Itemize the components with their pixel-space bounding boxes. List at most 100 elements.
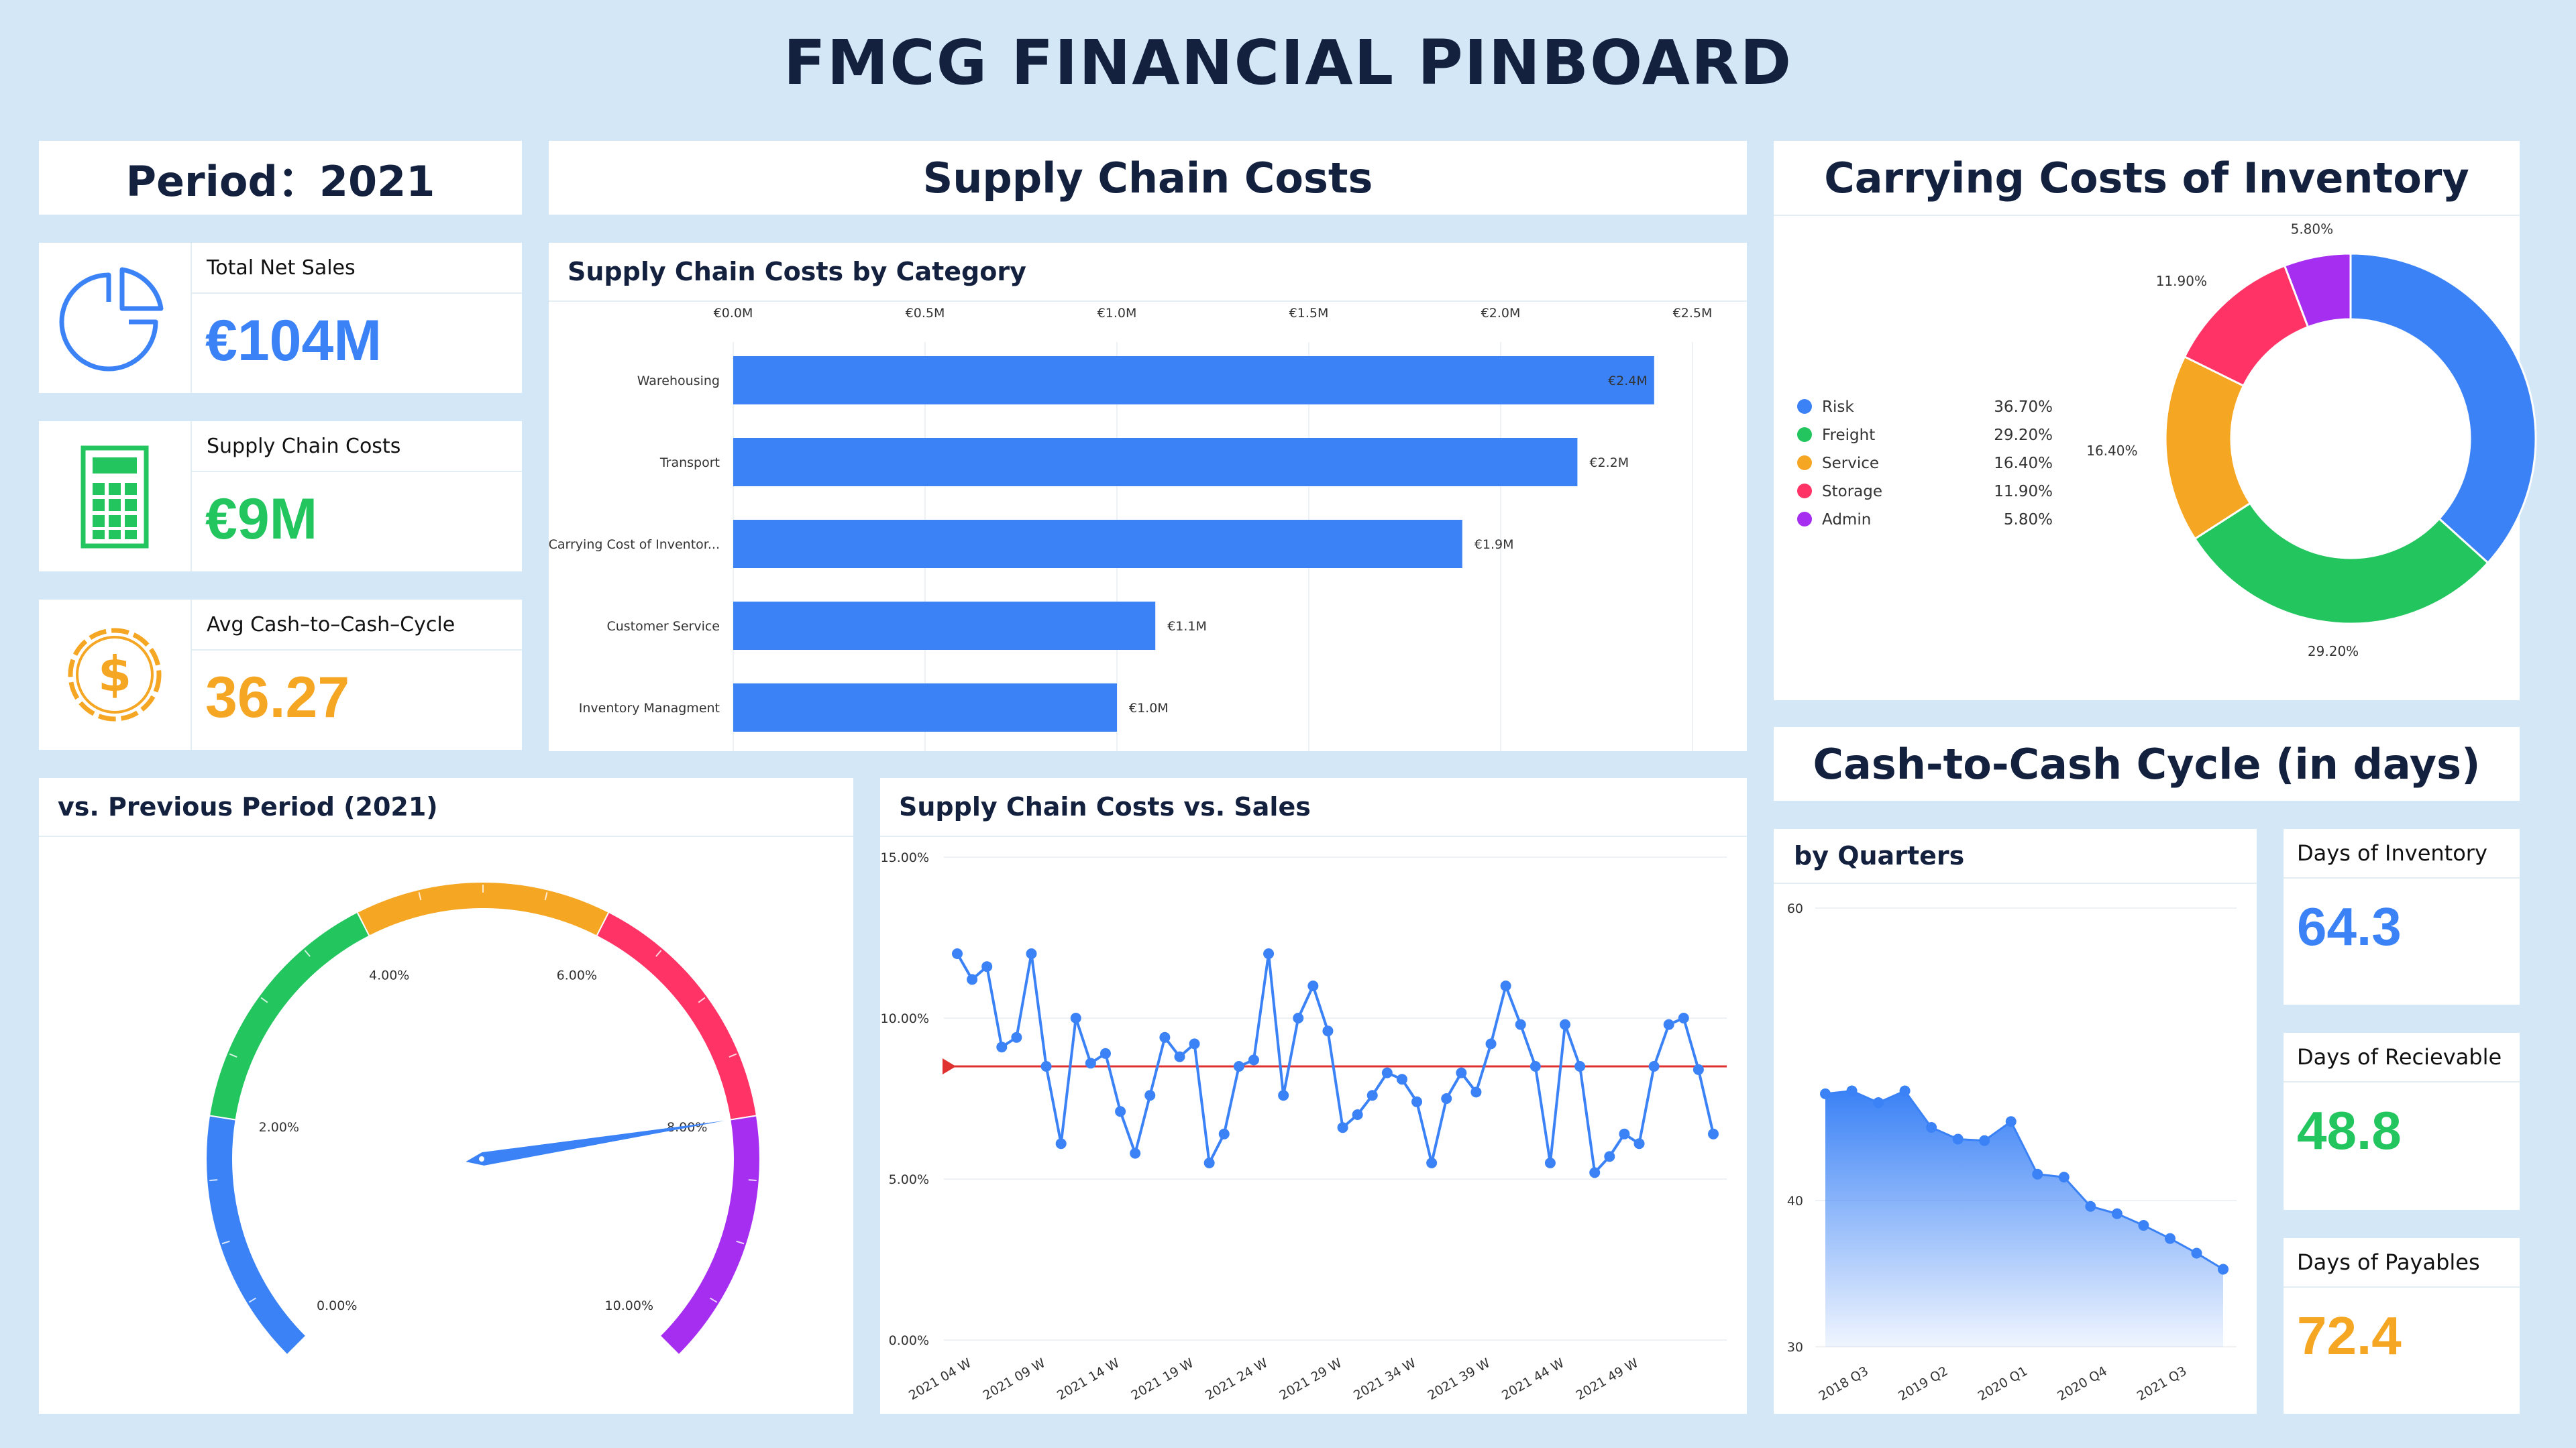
data-point [1456,1067,1467,1078]
legend-marker [1797,484,1812,498]
gauge-panel: vs. Previous Period (2021) 0.00% 2.00% 4.0… [39,778,853,1414]
gauge-needle [466,1120,725,1166]
x-tick-label: 2020 Q4 [2055,1363,2110,1404]
x-tick-label: 2021 34 W [1351,1355,1419,1403]
data-point [2032,1168,2043,1180]
donut-slice [2164,355,2252,541]
kpi-card-net-sales[interactable]: Total Net Sales €104M [39,243,522,393]
panel-title: by Quarters [1794,841,1965,871]
x-tick-label: 2021 24 W [1203,1355,1271,1403]
data-point [2111,1208,2123,1219]
gauge-minor-tick [729,1053,737,1058]
data-point [1708,1128,1719,1139]
side-kpi-label: Days of Recievable [2297,1044,2502,1070]
kpi-label: Supply Chain Costs [207,434,401,458]
data-point [2191,1247,2202,1259]
calculator-icon [39,421,192,571]
data-point [2164,1233,2176,1244]
gauge-minor-tick [418,892,422,901]
gauge-minor-tick [304,950,311,957]
data-point [1337,1122,1348,1133]
data-point [1115,1106,1126,1117]
data-point [1085,1058,1096,1069]
kpi-label: Total Net Sales [207,256,356,280]
legend-value: 11.90% [1994,483,2053,500]
period-label: Period：2021 [125,157,435,206]
bar [733,683,1117,732]
panel-title: vs. Previous Period (2021) [58,792,438,822]
data-point [1979,1135,1990,1146]
x-tick-label: 2019 Q2 [1896,1363,1951,1404]
x-tick-label: 2021 44 W [1499,1355,1567,1403]
cash-cycle-header: Cash-to-Cash Cycle (in days) [1774,727,2520,801]
data-point [1411,1096,1423,1107]
x-tick-label: €2.5M [1673,306,1713,321]
data-point [1485,1038,1497,1050]
data-point [1648,1061,1660,1072]
x-tick-label: 2020 Q1 [1976,1363,2031,1404]
legend-marker [1797,399,1812,414]
line-chart: 0.00% 5.00% 10.00% 15.00% 2021 04 W 2021 09 W… [881,850,1727,1403]
legend-label: Storage [1822,483,1882,500]
svg-text:$: $ [98,646,131,702]
data-point [2138,1220,2149,1231]
data-point [996,1042,1008,1053]
page-title: FMCG FINANCIAL PINBOARD [783,27,1793,99]
area-line [1825,1089,2224,1270]
days-of-receivable-card[interactable]: Days of Recievable 48.8 [2284,1033,2520,1210]
bar-value-label: €1.1M [1167,619,1207,634]
x-tick-label: €1.5M [1289,306,1329,321]
days-of-inventory-card[interactable]: Days of Inventory 64.3 [2284,829,2520,1005]
line-chart-panel: Supply Chain Costs vs. Sales 0.00% 5.00% 1… [880,778,1747,1414]
gauge-minor-tick [248,1297,257,1303]
data-point [1678,1013,1689,1023]
gauge-tick-label: 2.00% [259,1120,299,1135]
gauge-band [205,1115,307,1356]
panel-title: Supply Chain Costs by Category [568,257,1026,286]
data-point [1352,1109,1363,1120]
panel-title: Supply Chain Costs vs. Sales [899,792,1311,822]
gauge-minor-tick [698,997,706,1003]
data-point [1070,1013,1081,1023]
data-point [1529,1061,1541,1072]
kpi-card-supply-chain[interactable]: Supply Chain Costs €9M [39,421,522,571]
days-of-payables-card[interactable]: Days of Payables 72.4 [2284,1238,2520,1414]
donut-chart-panel: Risk 36.70% Freight 29.20% Service 16.40% Stor… [1774,215,2537,700]
data-point [1873,1097,1884,1108]
gauge-band [595,911,758,1121]
y-category-label: Carrying Cost of Inventor... [549,537,720,552]
x-tick-label: €0.5M [906,306,945,321]
bar [733,520,1462,568]
area-chart: 30 40 60 2018 Q3 2019 Q2 2020 Q1 2020 Q4 2021 Q… [1787,901,2237,1404]
legend-marker [1797,455,1812,470]
data-point [1189,1038,1200,1050]
donut-slice [2283,252,2352,329]
legend-value: 29.20% [1994,427,2053,444]
legend-value: 16.40% [1994,455,2053,472]
kpi-card-cash-cycle[interactable]: $ Avg Cash–to–Cash–Cycle 36.27 [39,600,522,750]
bar-value-label: €2.2M [1589,455,1629,470]
y-category-label: Transport [659,455,720,470]
pie-chart-icon [39,243,192,393]
gauge-tick-label: 4.00% [369,968,409,983]
slice-label: 16.40% [2086,443,2137,459]
y-tick-label: 0.00% [889,1333,929,1348]
side-kpi-label: Days of Payables [2297,1249,2480,1275]
data-point [1026,948,1037,959]
gauge-minor-tick [709,1297,718,1303]
donut-slice [2349,252,2537,565]
carrying-costs-header: Carrying Costs of Inventory [1774,141,2520,215]
side-kpi-value: 64.3 [2297,897,2402,956]
donut-chart: Risk 36.70% Freight 29.20% Service 16.40% Stor… [1797,221,2537,659]
x-tick-label: €1.0M [1097,306,1137,321]
x-tick-label: 2021 49 W [1573,1355,1641,1403]
data-point [1055,1138,1067,1150]
data-point [2005,1116,2017,1127]
supply-chain-header: Supply Chain Costs [549,141,1747,215]
legend-label: Service [1822,455,1879,472]
x-tick-label: 2021 14 W [1055,1355,1122,1403]
gauge-tick-label: 10.00% [605,1298,653,1313]
data-point [1203,1158,1215,1168]
data-point [1263,948,1275,959]
data-point [1470,1087,1482,1098]
